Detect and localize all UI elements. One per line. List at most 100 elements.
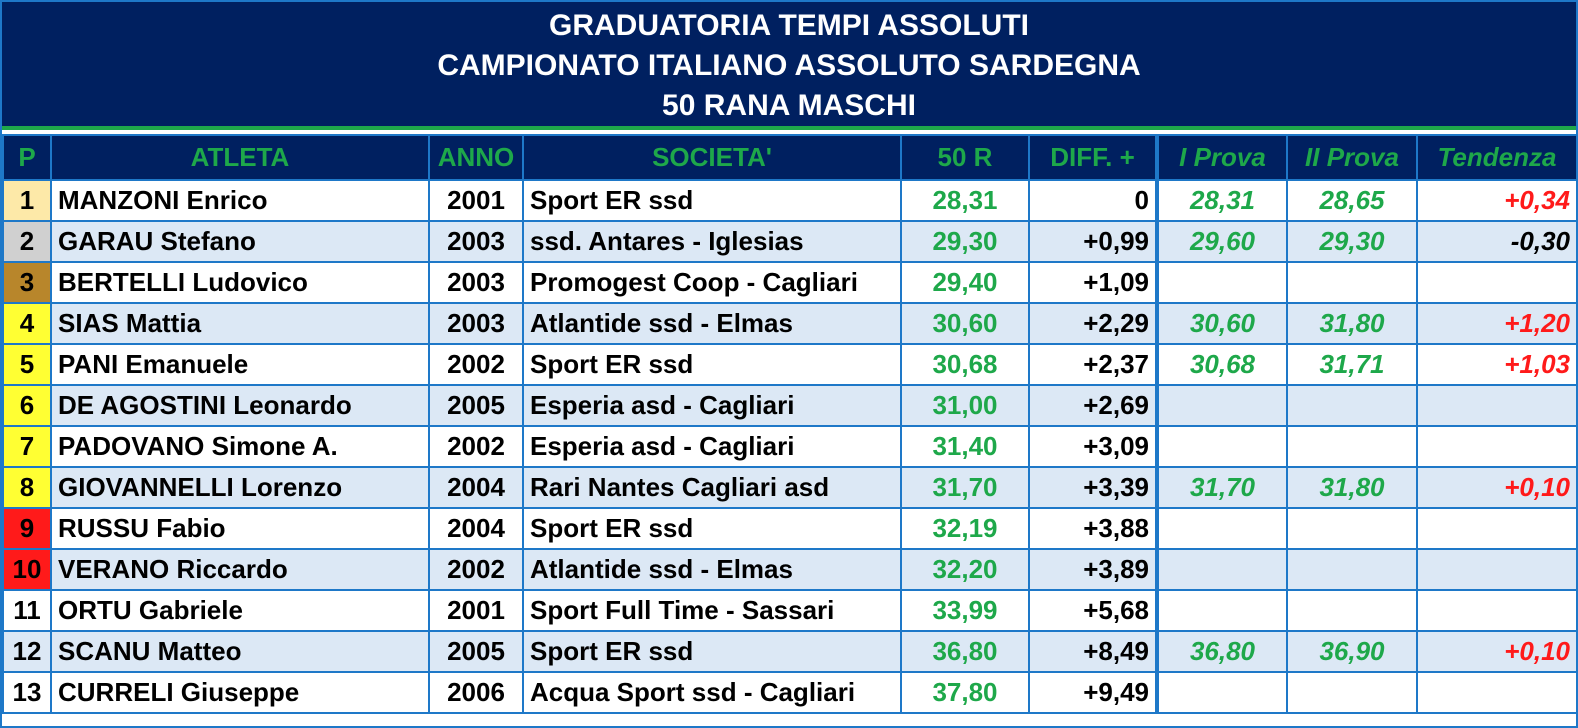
prova-1-cell: 28,31 (1155, 179, 1288, 222)
prova-1-cell (1155, 589, 1288, 632)
results-body: 1 MANZONI Enrico 2001 Sport ER ssd 28,31 0 28,… (2, 179, 1578, 714)
birth-year-cell: 2002 (428, 548, 524, 591)
time-cell: 31,40 (900, 425, 1030, 468)
table-row[interactable]: 12 SCANU Matteo 2005 Sport ER ssd 36,80 +8,49… (2, 630, 1578, 673)
trend-cell (1416, 507, 1578, 550)
trend-cell (1416, 425, 1578, 468)
athlete-name-cell: PADOVANO Simone A. (50, 425, 430, 468)
header-trend[interactable]: Tendenza (1416, 134, 1578, 181)
prova-2-cell: 36,90 (1286, 630, 1418, 673)
birth-year-cell: 2003 (428, 220, 524, 263)
time-cell: 29,30 (900, 220, 1030, 263)
prova-2-cell (1286, 671, 1418, 714)
prova-2-cell (1286, 548, 1418, 591)
position-cell: 1 (2, 179, 52, 222)
time-cell: 32,19 (900, 507, 1030, 550)
header-athlete[interactable]: ATLETA (50, 134, 430, 181)
diff-cell: 0 (1028, 179, 1158, 222)
title-line-1: GRADUATORIA TEMPI ASSOLUTI (549, 9, 1029, 42)
prova-2-cell: 31,71 (1286, 343, 1418, 386)
table-row[interactable]: 1 MANZONI Enrico 2001 Sport ER ssd 28,31 0 28,… (2, 179, 1578, 222)
header-year[interactable]: ANNO (428, 134, 524, 181)
prova-1-cell: 31,70 (1155, 466, 1288, 509)
trend-cell (1416, 589, 1578, 632)
prova-1-cell: 29,60 (1155, 220, 1288, 263)
club-cell: Sport ER ssd (522, 179, 902, 222)
athlete-name-cell: DE AGOSTINI Leonardo (50, 384, 430, 427)
position-cell: 13 (2, 671, 52, 714)
club-cell: Sport ER ssd (522, 507, 902, 550)
athlete-name-cell: GIOVANNELLI Lorenzo (50, 466, 430, 509)
header-prova-1[interactable]: I Prova (1155, 134, 1288, 181)
athlete-name-cell: PANI Emanuele (50, 343, 430, 386)
diff-cell: +2,37 (1028, 343, 1158, 386)
title-line-2: CAMPIONATO ITALIANO ASSOLUTO SARDEGNA (437, 49, 1141, 82)
diff-cell: +8,49 (1028, 630, 1158, 673)
diff-cell: +3,09 (1028, 425, 1158, 468)
athlete-name-cell: MANZONI Enrico (50, 179, 430, 222)
time-cell: 32,20 (900, 548, 1030, 591)
time-cell: 33,99 (900, 589, 1030, 632)
trend-cell: +1,03 (1416, 343, 1578, 386)
table-row[interactable]: 8 GIOVANNELLI Lorenzo 2004 Rari Nantes Cagl… (2, 466, 1578, 509)
trend-cell: +0,34 (1416, 179, 1578, 222)
athlete-name-cell: ORTU Gabriele (50, 589, 430, 632)
prova-1-cell (1155, 261, 1288, 304)
table-row[interactable]: 7 PADOVANO Simone A. 2002 Esperia asd - Cag… (2, 425, 1578, 468)
birth-year-cell: 2001 (428, 179, 524, 222)
trend-cell (1416, 261, 1578, 304)
prova-2-cell (1286, 589, 1418, 632)
club-cell: Esperia asd - Cagliari (522, 425, 902, 468)
prova-1-cell (1155, 425, 1288, 468)
header-pos[interactable]: P (2, 134, 52, 181)
header-diff[interactable]: DIFF. + (1028, 134, 1158, 181)
time-cell: 37,80 (900, 671, 1030, 714)
header-prova-2[interactable]: II Prova (1286, 134, 1418, 181)
trend-cell (1416, 671, 1578, 714)
table-row[interactable]: 2 GARAU Stefano 2003 ssd. Antares - Iglesia… (2, 220, 1578, 263)
time-cell: 30,60 (900, 302, 1030, 345)
prova-1-cell (1155, 507, 1288, 550)
diff-cell: +3,89 (1028, 548, 1158, 591)
prova-2-cell: 29,30 (1286, 220, 1418, 263)
club-cell: Sport Full Time - Sassari (522, 589, 902, 632)
table-row[interactable]: 3 BERTELLI Ludovico 2003 Promogest Coop - C… (2, 261, 1578, 304)
position-cell: 7 (2, 425, 52, 468)
table-row[interactable]: 13 CURRELI Giuseppe 2006 Acqua Sport ssd - … (2, 671, 1578, 714)
table-row[interactable]: 11 ORTU Gabriele 2001 Sport Full Time - Sas… (2, 589, 1578, 632)
table-row[interactable]: 9 RUSSU Fabio 2004 Sport ER ssd 32,19 +3,88 (2, 507, 1578, 550)
club-cell: Promogest Coop - Cagliari (522, 261, 902, 304)
diff-cell: +1,09 (1028, 261, 1158, 304)
position-cell: 4 (2, 302, 52, 345)
header-club[interactable]: SOCIETA' (522, 134, 902, 181)
club-cell: Atlantide ssd - Elmas (522, 548, 902, 591)
time-cell: 30,68 (900, 343, 1030, 386)
position-cell: 12 (2, 630, 52, 673)
table-row[interactable]: 4 SIAS Mattia 2003 Atlantide ssd - Elmas 30,… (2, 302, 1578, 345)
diff-cell: +3,88 (1028, 507, 1158, 550)
prova-2-cell (1286, 384, 1418, 427)
time-cell: 28,31 (900, 179, 1030, 222)
table-row[interactable]: 5 PANI Emanuele 2002 Sport ER ssd 30,68 +2,37… (2, 343, 1578, 386)
position-cell: 6 (2, 384, 52, 427)
prova-2-cell: 28,65 (1286, 179, 1418, 222)
diff-cell: +9,49 (1028, 671, 1158, 714)
club-cell: Rari Nantes Cagliari asd (522, 466, 902, 509)
club-cell: Acqua Sport ssd - Cagliari (522, 671, 902, 714)
athlete-name-cell: GARAU Stefano (50, 220, 430, 263)
diff-cell: +3,39 (1028, 466, 1158, 509)
prova-1-cell: 30,68 (1155, 343, 1288, 386)
position-cell: 3 (2, 261, 52, 304)
header-time[interactable]: 50 R (900, 134, 1030, 181)
birth-year-cell: 2002 (428, 343, 524, 386)
diff-cell: +2,29 (1028, 302, 1158, 345)
prova-2-cell: 31,80 (1286, 302, 1418, 345)
table-row[interactable]: 10 VERANO Riccardo 2002 Atlantide ssd - Elm… (2, 548, 1578, 591)
birth-year-cell: 2002 (428, 425, 524, 468)
title-line-3: 50 RANA MASCHI (662, 89, 916, 122)
club-cell: Sport ER ssd (522, 343, 902, 386)
athlete-name-cell: SCANU Matteo (50, 630, 430, 673)
table-row[interactable]: 6 DE AGOSTINI Leonardo 2005 Esperia asd - C… (2, 384, 1578, 427)
trend-cell: +0,10 (1416, 630, 1578, 673)
birth-year-cell: 2004 (428, 507, 524, 550)
